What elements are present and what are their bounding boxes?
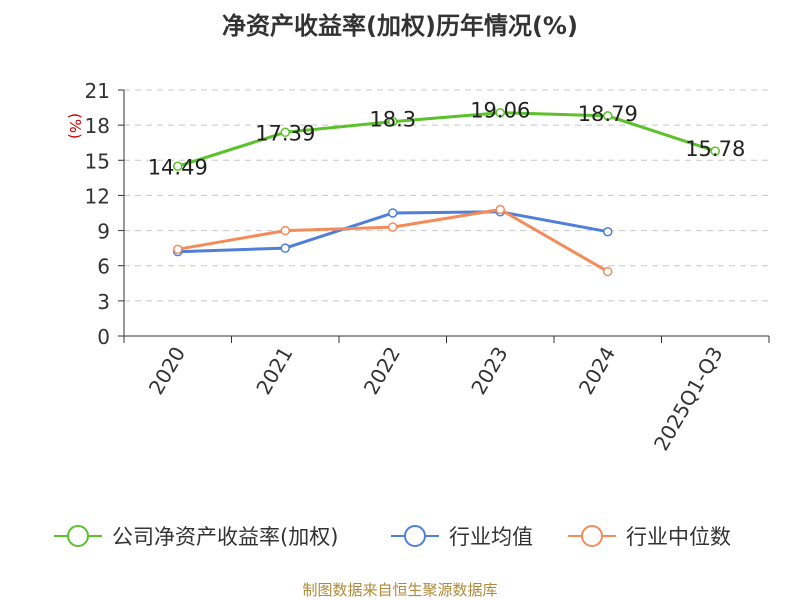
data-label-layer: 14.49 17.39 18.3 19.06 18.79 15.78 <box>148 99 746 180</box>
y-tick-label: 6 <box>97 255 110 279</box>
y-tick-label: 9 <box>97 220 110 244</box>
data-label: 18.79 <box>578 102 638 126</box>
data-point-company[interactable] <box>280 127 290 138</box>
data-point-industry-median[interactable] <box>280 225 290 236</box>
data-point-industry-median[interactable] <box>495 204 505 215</box>
chart-title: 净资产收益率(加权)历年情况(%) <box>222 12 578 40</box>
data-point-industry-avg[interactable] <box>603 226 613 237</box>
y-tick-label: 21 <box>85 79 110 103</box>
data-label: 15.78 <box>685 137 745 161</box>
y-tick-label: 0 <box>97 325 110 349</box>
data-point-industry-avg[interactable] <box>280 243 290 253</box>
data-point-company[interactable] <box>388 116 398 127</box>
legend-label-company[interactable]: 公司净资产收益率(加权) <box>112 525 338 549</box>
series-layer <box>173 107 720 277</box>
data-point-industry-median[interactable] <box>388 222 398 232</box>
data-point-company[interactable] <box>173 161 183 172</box>
data-label: 17.39 <box>255 121 315 145</box>
legend-label-industry-avg[interactable]: 行业均值 <box>449 525 533 549</box>
source-note: 制图数据来自恒生聚源数据库 <box>302 581 497 599</box>
grid-layer <box>124 89 769 302</box>
data-point-industry-avg[interactable] <box>388 208 398 218</box>
legend[interactable]: 公司净资产收益率(加权) 行业均值 行业中位数 <box>54 525 731 549</box>
data-point-company[interactable] <box>495 107 505 118</box>
legend-marker-industry-median[interactable] <box>581 525 603 547</box>
data-point-company[interactable] <box>710 146 720 156</box>
data-point-industry-median[interactable] <box>603 266 613 277</box>
legend-marker-company[interactable] <box>67 525 89 547</box>
x-tick-label: 2022 <box>359 343 405 399</box>
data-point-company[interactable] <box>603 111 613 121</box>
data-label: 19.06 <box>470 99 530 123</box>
data-point-industry-median[interactable] <box>173 244 183 255</box>
y-tick-label: 3 <box>97 290 110 314</box>
data-label: 14.49 <box>148 155 208 179</box>
x-tick-label: 2025Q1-Q3 <box>649 343 728 455</box>
y-tick-label: 18 <box>85 114 110 138</box>
data-label: 18.3 <box>369 108 416 132</box>
x-tick-label: 2020 <box>144 343 190 399</box>
x-tick-label: 2023 <box>466 343 512 399</box>
legend-label-industry-median[interactable]: 行业中位数 <box>626 525 731 549</box>
x-tick-label: 2021 <box>251 343 297 399</box>
series-line-company <box>177 111 716 168</box>
x-tick-label: 2024 <box>574 343 620 399</box>
y-tick-label: 12 <box>85 184 110 208</box>
y-tick-label: 15 <box>85 149 110 173</box>
y-axis-label: (%) <box>66 113 84 139</box>
legend-marker-industry-avg[interactable] <box>404 525 426 547</box>
